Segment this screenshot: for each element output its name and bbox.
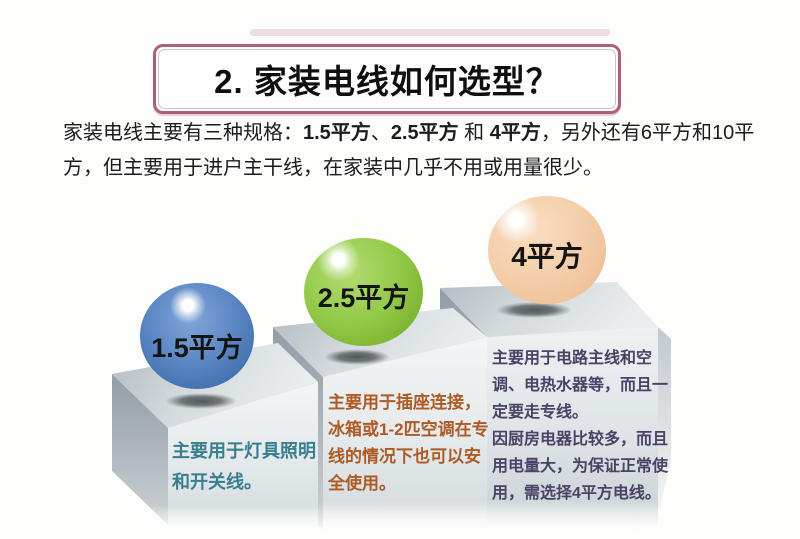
step-1-5-left-wall <box>112 374 168 525</box>
title-banner: 2. 家装电线如何选型？ <box>153 44 621 114</box>
step-2-5-description-text: 主要用于插座连接，冰箱或1-2匹空调在专线的情况下也可以安全使用。 <box>328 393 489 493</box>
step-4-front-face <box>487 327 658 530</box>
step-4-description-text-1: 主要用于电路主线和空调、电热水器等，而且一定要走专线。 <box>492 350 669 421</box>
title-banner-inner-frame: 2. 家装电线如何选型？ <box>158 49 616 109</box>
step-2-5-front-face <box>323 337 487 530</box>
bottom-fade <box>0 505 800 539</box>
sphere-2-5-shadow <box>324 349 390 365</box>
step-2-5-description: 主要用于插座连接，冰箱或1-2匹空调在专线的情况下也可以安全使用。 <box>328 389 496 497</box>
step-1-5-description: 主要用于灯具照明和开关线。 <box>172 436 332 498</box>
sphere-2-5: 2.5平方 <box>304 238 423 346</box>
step-4-description-text-2: 因厨房电器比较多，而且用电量大，为保证正常使用，需选择4平方电线。 <box>492 431 669 502</box>
step-1-5-description-text: 主要用于灯具照明和开关线。 <box>172 441 316 492</box>
decorative-pink-bar <box>250 29 610 36</box>
sphere-4: 4平方 <box>488 196 606 304</box>
sphere-1-5-shadow <box>165 393 237 409</box>
sphere-2-5-label: 2.5平方 <box>317 282 410 313</box>
sphere-1-5-label: 1.5平方 <box>151 332 243 363</box>
step-4-right-wall <box>658 327 671 514</box>
step-4-description: 主要用于电路主线和空调、电热水器等，而且一定要走专线。 因厨房电器比较多，而且用… <box>492 345 676 507</box>
step-1-5-front-face <box>168 382 318 530</box>
page-title: 2. 家装电线如何选型？ <box>214 63 560 100</box>
intro-paragraph: 家装电线主要有三种规格：1.5平方、2.5平方 和 4平方，另外还有6平方和10… <box>63 122 755 179</box>
sphere-4-shadow <box>496 302 572 318</box>
sphere-1-5: 1.5平方 <box>140 283 254 389</box>
sphere-4-label: 4平方 <box>511 241 583 272</box>
